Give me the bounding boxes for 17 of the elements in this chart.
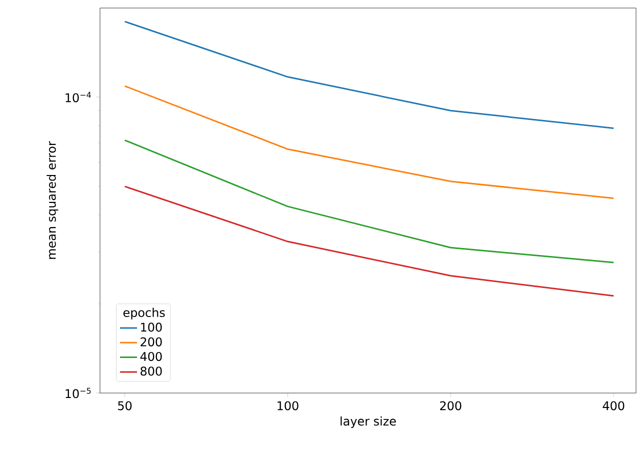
x-tick-label: 100 <box>278 401 298 410</box>
line-series <box>124 85 614 200</box>
x-tick-label: 400 <box>602 401 624 410</box>
legend-label: 800 <box>140 366 162 376</box>
x-tick-label: 50 <box>118 401 132 410</box>
legend-title: epochs <box>123 308 165 320</box>
line-series <box>124 139 614 264</box>
x-tick-label: 200 <box>440 401 462 410</box>
line-series <box>124 20 614 129</box>
y-tick-label: 10$^{−5}$ <box>66 388 91 398</box>
line-series <box>124 186 614 297</box>
y-tick-label: 10$^{−4}$ <box>66 92 91 102</box>
x-axis-title: layer size <box>340 416 396 428</box>
legend-label: 100 <box>141 322 162 332</box>
legend-label: 200 <box>140 337 162 346</box>
legend-label: 400 <box>140 352 162 362</box>
y-axis-title: mean squared error <box>46 141 58 259</box>
